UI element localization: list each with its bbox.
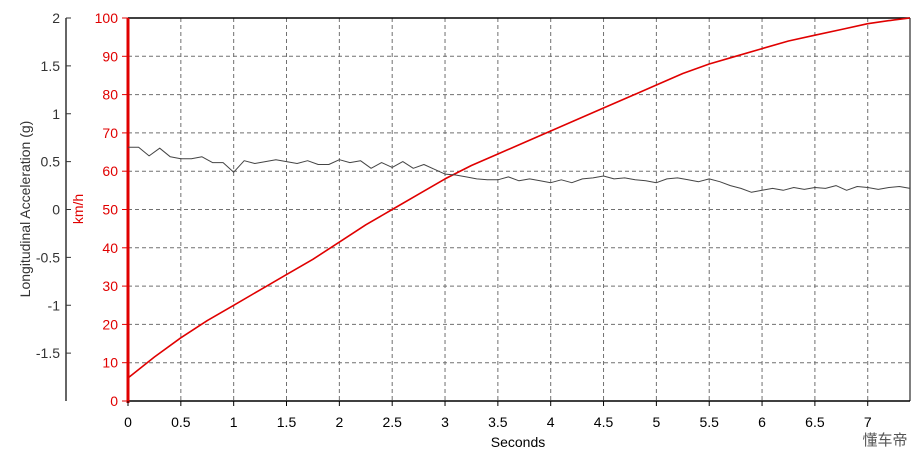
speed-tick-label: 90 [102, 48, 118, 64]
x-tick-label: 6.5 [805, 414, 825, 430]
x-tick-label: 4.5 [594, 414, 614, 430]
x-tick-label: 4 [547, 414, 555, 430]
speed-tick-label: 50 [102, 202, 118, 218]
tick-labels: 21.510.50-0.5-1-1.5010203040506070809010… [36, 10, 872, 430]
x-tick-label: 2 [335, 414, 343, 430]
acceleration-tick-label: 1 [52, 106, 60, 122]
x-axis-label: Seconds [491, 434, 545, 450]
acceleration-tick-label: 0.5 [41, 154, 61, 170]
speed-tick-label: 30 [102, 278, 118, 294]
speed-tick-label: 60 [102, 163, 118, 179]
x-tick-label: 3 [441, 414, 449, 430]
grid-lines [128, 18, 910, 401]
x-tick-label: 7 [864, 414, 872, 430]
speed-series-line [127, 17, 911, 379]
y-axis-label-speed: km/h [70, 194, 86, 224]
axes [65, 17, 911, 406]
acceleration-tick-label: -1 [48, 297, 61, 313]
speed-tick-label: 10 [102, 355, 118, 371]
speed-tick-label: 70 [102, 125, 118, 141]
speed-tick-label: 20 [102, 316, 118, 332]
x-tick-label: 6 [758, 414, 766, 430]
acceleration-tick-label: -0.5 [36, 249, 60, 265]
acceleration-tick-label: 0 [52, 202, 60, 218]
speed-tick-label: 0 [110, 393, 118, 409]
data-series [127, 17, 911, 379]
x-tick-label: 0 [124, 414, 132, 430]
y-axis-label-acceleration: Longitudinal Acceleration (g) [17, 121, 33, 298]
watermark-text: 懂车帝 [862, 432, 907, 449]
x-tick-label: 5.5 [699, 414, 719, 430]
x-tick-label: 1.5 [277, 414, 297, 430]
acceleration-tick-label: -1.5 [36, 345, 60, 361]
acceleration-tick-label: 1.5 [41, 58, 61, 74]
x-tick-label: 1 [230, 414, 238, 430]
speed-tick-label: 40 [102, 240, 118, 256]
x-tick-label: 5 [652, 414, 660, 430]
x-tick-label: 0.5 [171, 414, 191, 430]
acceleration-tick-label: 2 [52, 10, 60, 26]
speed-tick-label: 100 [95, 10, 119, 26]
x-tick-label: 3.5 [488, 414, 508, 430]
x-tick-label: 2.5 [382, 414, 402, 430]
acceleration-series-line [128, 146, 911, 193]
speed-tick-label: 80 [102, 87, 118, 103]
